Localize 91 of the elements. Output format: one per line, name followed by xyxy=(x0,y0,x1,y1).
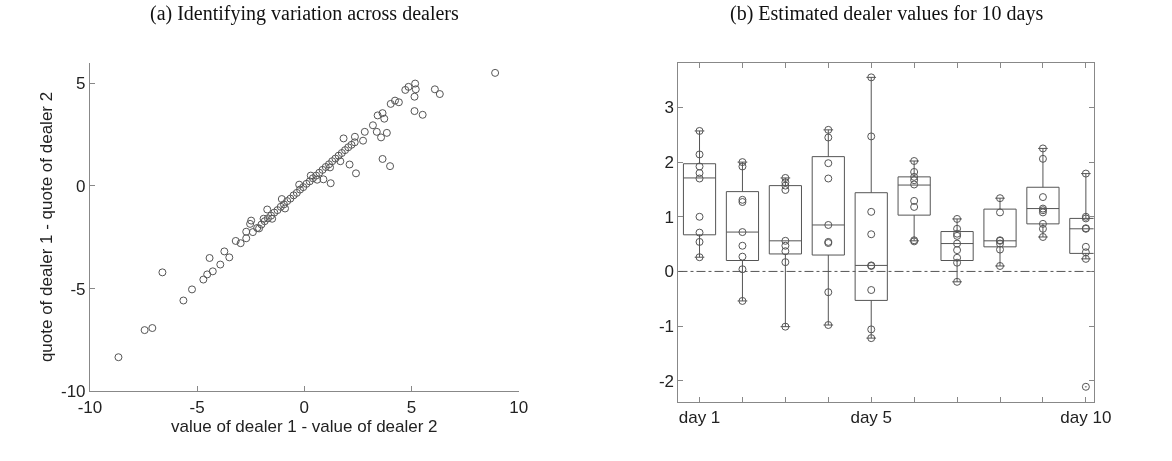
y-tick-label: 0 xyxy=(76,176,86,196)
y-tick-label: -5 xyxy=(70,279,86,299)
point xyxy=(695,253,704,262)
point xyxy=(1038,224,1047,233)
point xyxy=(867,230,876,239)
x-tick-label: 10 xyxy=(509,397,529,417)
point xyxy=(910,157,919,166)
point xyxy=(781,236,790,245)
x-axis-title: value of dealer 1 - value of dealer 2 xyxy=(171,417,438,437)
x-tick-label: day 10 xyxy=(1060,408,1112,428)
point xyxy=(738,195,747,204)
x-tick-label: -5 xyxy=(189,397,205,417)
point xyxy=(867,325,876,334)
point xyxy=(781,185,790,194)
point xyxy=(695,162,704,171)
point xyxy=(695,212,704,221)
y-axis-title: quote of dealer 1 - quote of dealer 2 xyxy=(36,91,56,363)
point xyxy=(867,207,876,216)
point xyxy=(738,296,747,305)
point xyxy=(781,247,790,256)
point xyxy=(867,334,876,343)
chart-title: (b) Estimated dealer values for 10 days xyxy=(730,2,1044,25)
y-tick-label: -2 xyxy=(658,371,675,391)
y-tick-label: -10 xyxy=(60,382,86,402)
point xyxy=(738,265,747,274)
point xyxy=(910,180,919,189)
point xyxy=(996,261,1005,270)
point xyxy=(953,239,962,248)
y-tick-label: -1 xyxy=(658,317,675,337)
point xyxy=(695,237,704,246)
point xyxy=(910,172,919,181)
point xyxy=(781,322,790,331)
point xyxy=(824,220,833,229)
y-tick-label: 3 xyxy=(664,98,675,118)
point xyxy=(781,178,790,187)
x-tick-label: 5 xyxy=(406,397,417,417)
x-tick-label: day 1 xyxy=(678,408,721,428)
point xyxy=(953,214,962,223)
point xyxy=(695,150,704,159)
point xyxy=(1038,193,1047,202)
point xyxy=(738,158,747,167)
point xyxy=(953,258,962,267)
point xyxy=(824,174,833,183)
point xyxy=(996,208,1005,217)
point xyxy=(738,162,747,171)
point xyxy=(695,174,704,183)
point xyxy=(824,125,833,134)
point xyxy=(996,239,1005,248)
point xyxy=(867,132,876,141)
point xyxy=(824,133,833,142)
point xyxy=(996,194,1005,203)
y-tick-label: 1 xyxy=(664,207,675,227)
point xyxy=(910,167,919,176)
chart-title: (a) Identifying variation across dealers xyxy=(150,2,459,25)
point xyxy=(738,252,747,261)
point xyxy=(695,228,704,237)
point xyxy=(738,198,747,207)
point xyxy=(910,196,919,205)
y-tick-label: 0 xyxy=(664,262,675,282)
point xyxy=(824,321,833,329)
point xyxy=(781,173,790,182)
point xyxy=(781,181,790,190)
point xyxy=(1038,232,1047,241)
y-tick-label: 2 xyxy=(664,153,675,173)
point xyxy=(867,286,876,295)
point xyxy=(910,202,919,211)
y-tick-label: 5 xyxy=(76,74,86,94)
x-tick-label: 0 xyxy=(299,397,310,417)
point xyxy=(953,224,962,233)
point xyxy=(1081,169,1090,178)
point xyxy=(695,169,704,178)
point xyxy=(824,288,833,297)
point xyxy=(738,241,747,250)
point xyxy=(1038,219,1047,228)
point xyxy=(1038,154,1047,163)
point xyxy=(953,246,962,255)
point xyxy=(953,277,962,286)
point xyxy=(824,159,833,168)
point xyxy=(695,126,704,135)
point xyxy=(1081,242,1090,251)
point xyxy=(996,245,1005,254)
point xyxy=(953,253,962,262)
point xyxy=(781,258,790,267)
x-tick-label: day 5 xyxy=(850,408,893,428)
point xyxy=(738,228,747,237)
point xyxy=(1081,254,1090,263)
point xyxy=(910,176,919,185)
point xyxy=(867,73,876,82)
point xyxy=(1038,144,1047,153)
point xyxy=(781,241,790,250)
point xyxy=(1081,248,1090,257)
